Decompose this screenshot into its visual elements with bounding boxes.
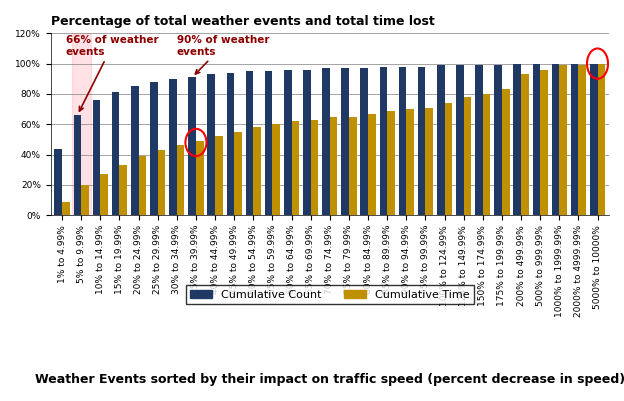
Bar — [514, 64, 521, 215]
Bar — [265, 71, 273, 215]
Bar — [227, 73, 234, 215]
Bar — [273, 124, 280, 215]
Bar — [456, 65, 464, 215]
Bar — [578, 65, 586, 215]
X-axis label: Weather Events sorted by their impact on traffic speed (percent decrease in spee: Weather Events sorted by their impact on… — [35, 373, 624, 386]
Bar — [559, 65, 567, 215]
Bar — [169, 79, 177, 215]
Bar — [387, 111, 395, 215]
Bar — [417, 67, 426, 215]
Bar — [571, 64, 578, 215]
Bar — [62, 202, 70, 215]
Text: 90% of weather
events: 90% of weather events — [177, 35, 270, 74]
Bar — [234, 132, 242, 215]
Bar — [215, 136, 223, 215]
Bar — [464, 97, 471, 215]
Bar — [475, 65, 483, 215]
Bar — [303, 70, 311, 215]
Bar — [207, 74, 215, 215]
Bar — [552, 64, 559, 215]
Text: 66% of weather
events: 66% of weather events — [66, 35, 158, 111]
Bar — [253, 127, 261, 215]
Bar — [139, 156, 146, 215]
Bar — [54, 148, 62, 215]
Bar — [361, 68, 368, 215]
Bar — [341, 68, 349, 215]
Legend: Cumulative Count, Cumulative Time: Cumulative Count, Cumulative Time — [185, 286, 474, 304]
Text: Percentage of total weather events and total time lost: Percentage of total weather events and t… — [51, 15, 434, 28]
Bar — [322, 68, 330, 215]
Bar — [349, 117, 356, 215]
Bar — [483, 94, 490, 215]
Bar — [406, 109, 414, 215]
Bar — [494, 65, 502, 215]
Bar — [93, 100, 100, 215]
Bar — [158, 150, 165, 215]
Bar — [131, 86, 139, 215]
Bar — [368, 113, 376, 215]
Bar — [330, 117, 338, 215]
Bar — [598, 64, 605, 215]
Bar — [100, 174, 108, 215]
Bar — [532, 64, 540, 215]
Bar — [196, 141, 203, 215]
Bar — [399, 67, 406, 215]
Bar — [311, 120, 318, 215]
Bar — [284, 70, 291, 215]
Bar — [540, 70, 548, 215]
Bar — [246, 71, 253, 215]
Bar — [444, 103, 452, 215]
Bar — [291, 121, 299, 215]
Bar — [177, 146, 185, 215]
Bar — [119, 165, 127, 215]
Bar — [112, 93, 119, 215]
Bar — [74, 115, 81, 215]
Bar — [502, 89, 510, 215]
Bar — [72, 33, 90, 215]
Bar — [188, 77, 196, 215]
Bar — [437, 65, 444, 215]
Bar — [521, 74, 529, 215]
Bar — [590, 64, 598, 215]
Bar — [426, 107, 433, 215]
Bar — [81, 185, 89, 215]
Bar — [379, 67, 387, 215]
Bar — [150, 82, 158, 215]
